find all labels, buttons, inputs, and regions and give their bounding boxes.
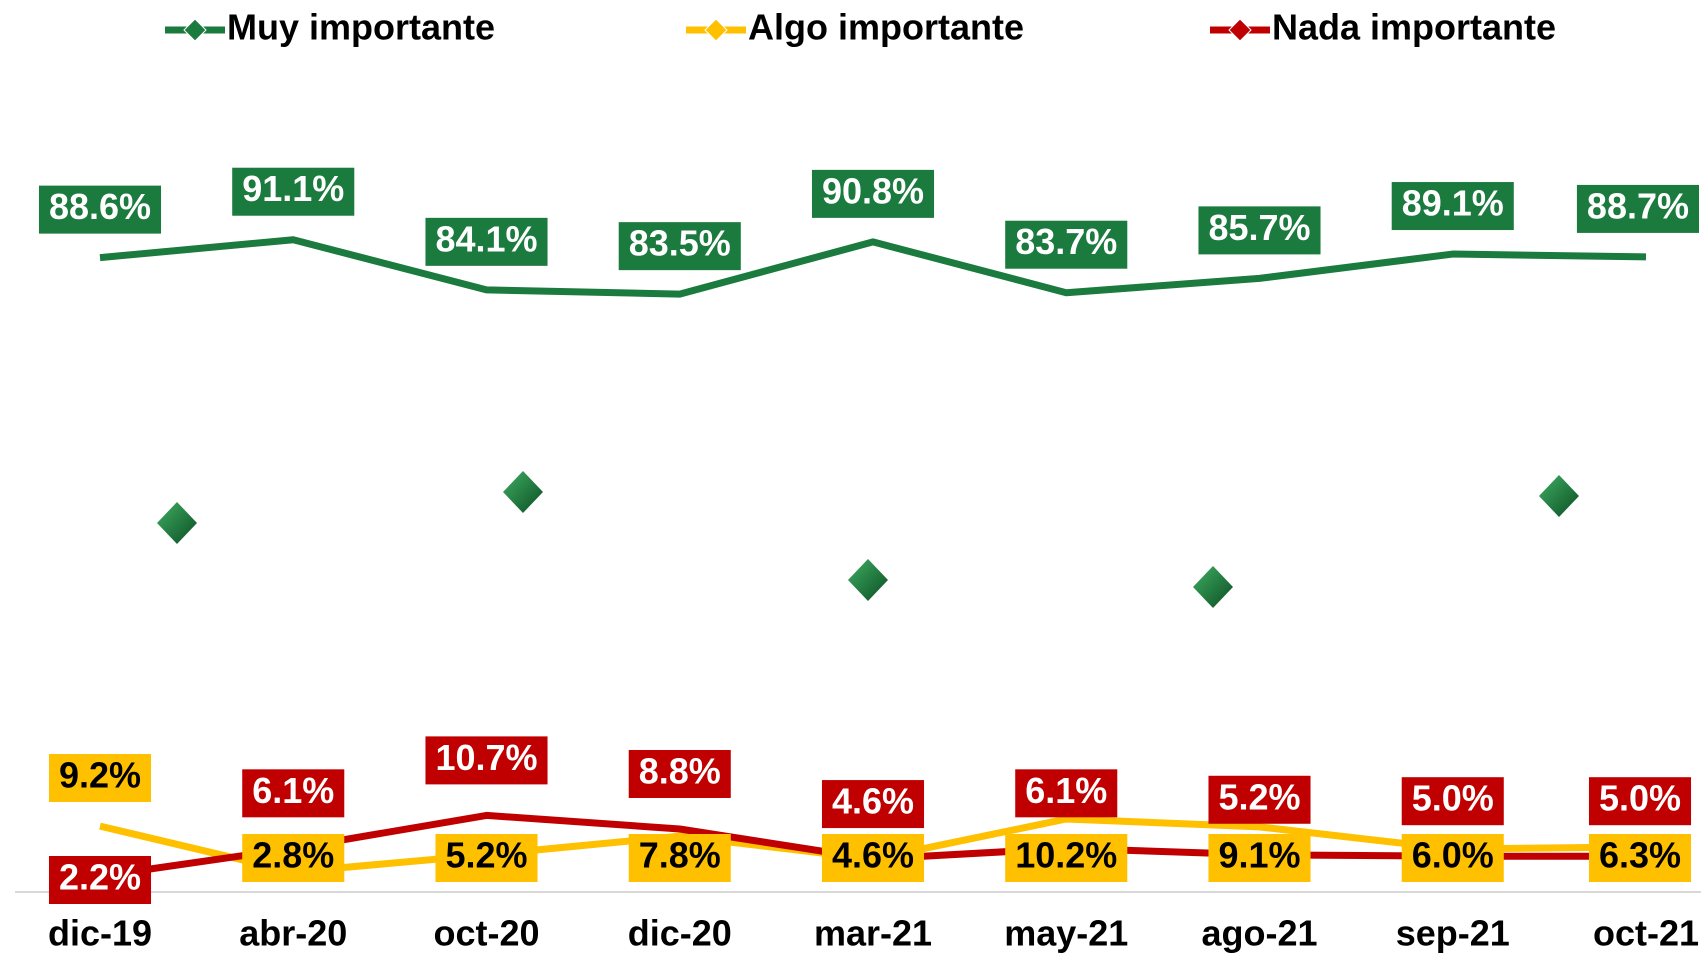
legend-label: Nada importante (1272, 7, 1556, 48)
label-text: 83.5% (629, 223, 731, 264)
label-box (425, 736, 548, 785)
label-text: 88.6% (49, 186, 151, 227)
label-box (628, 749, 731, 798)
data-label: 5.2% (435, 834, 538, 882)
label-text: 84.1% (435, 218, 537, 259)
label-text: 8.8% (639, 751, 721, 792)
data-label: 9.1% (1208, 834, 1311, 882)
data-label: 2.8% (242, 834, 345, 882)
data-label: 6.0% (1401, 834, 1504, 882)
label-box (232, 167, 355, 216)
label-box (48, 754, 152, 802)
label-text: 5.2% (1218, 776, 1300, 817)
data-label: 2.2% (48, 856, 152, 904)
data-label: 88.6% (38, 185, 162, 234)
label-box (618, 222, 741, 271)
label-box (435, 834, 538, 882)
data-label: 6.1% (242, 769, 345, 818)
legend-marker (1228, 18, 1252, 42)
series-line (99, 236, 1647, 298)
data-label: 83.7% (1005, 220, 1128, 269)
data-label: 7.8% (628, 834, 731, 882)
label-text: 85.7% (1208, 207, 1310, 248)
data-label: 8.8% (628, 749, 731, 798)
label-text: 6.1% (1025, 770, 1107, 811)
label-text: 9.2% (59, 755, 141, 796)
x-tick-label: sep-21 (1396, 913, 1510, 954)
label-box (1588, 834, 1692, 882)
data-label: 4.6% (821, 834, 925, 882)
data-label: 6.1% (1015, 769, 1118, 818)
x-tick-label: mar-21 (814, 913, 932, 954)
label-box (1015, 769, 1118, 818)
label-text: 10.7% (435, 737, 537, 778)
label-box (1401, 834, 1504, 882)
label-box (425, 217, 548, 266)
label-box (1208, 834, 1311, 882)
x-tick-label: oct-21 (1593, 913, 1699, 954)
legend-label: Muy importante (227, 7, 495, 48)
label-box (628, 834, 731, 882)
data-label: 5.0% (1401, 777, 1504, 826)
label-text: 6.0% (1412, 835, 1494, 876)
label-text: 4.6% (832, 781, 914, 822)
label-text: 5.0% (1599, 778, 1681, 819)
label-box (821, 834, 925, 882)
x-tick-label: abr-20 (239, 913, 347, 954)
stray-markers (157, 471, 1579, 608)
data-label: 10.2% (1005, 834, 1128, 882)
label-box (38, 185, 162, 234)
label-text: 2.2% (59, 857, 141, 898)
label-box (1588, 777, 1692, 826)
label-text: 5.0% (1412, 778, 1494, 819)
label-text: 89.1% (1402, 183, 1504, 224)
data-label: 4.6% (821, 780, 925, 829)
label-text: 6.3% (1599, 835, 1681, 876)
data-label: 88.7% (1576, 184, 1699, 233)
label-text: 91.1% (242, 168, 344, 209)
data-label: 5.2% (1208, 775, 1311, 824)
label-text: 88.7% (1587, 185, 1689, 226)
label-box (242, 769, 345, 818)
label-box (1401, 777, 1504, 826)
legend-marker (704, 18, 728, 42)
label-text: 5.2% (445, 835, 527, 876)
label-box (821, 780, 925, 829)
label-text: 9.1% (1218, 835, 1300, 876)
label-text: 10.2% (1015, 835, 1117, 876)
label-text: 90.8% (822, 170, 924, 211)
label-text: 2.8% (252, 835, 334, 876)
data-label: 91.1% (232, 167, 355, 216)
label-box (1576, 184, 1699, 233)
label-box (1208, 775, 1311, 824)
label-box (242, 834, 345, 882)
label-text: 7.8% (639, 835, 721, 876)
label-box (1005, 220, 1128, 269)
x-tick-label: ago-21 (1201, 913, 1317, 954)
data-label: 85.7% (1198, 206, 1321, 255)
x-tick-label: oct-20 (433, 913, 539, 954)
legend-label: Algo importante (748, 7, 1024, 48)
label-box (48, 856, 152, 904)
data-label: 9.2% (48, 754, 152, 802)
data-label: 6.3% (1588, 834, 1692, 882)
label-text: 83.7% (1015, 221, 1117, 262)
label-text: 6.1% (252, 770, 334, 811)
label-box (811, 169, 935, 218)
data-label: 90.8% (811, 169, 935, 218)
data-label: 84.1% (425, 217, 548, 266)
x-tick-label: dic-20 (628, 913, 732, 954)
label-box (1005, 834, 1128, 882)
label-box (1391, 182, 1514, 231)
data-label: 10.7% (425, 736, 548, 785)
legend-marker (183, 18, 207, 42)
data-label: 5.0% (1588, 777, 1692, 826)
label-text: 4.6% (832, 835, 914, 876)
x-tick-label: dic-19 (48, 913, 152, 954)
x-tick-label: may-21 (1004, 913, 1128, 954)
data-label: 89.1% (1391, 182, 1514, 231)
data-label: 83.5% (618, 222, 741, 271)
label-box (1198, 206, 1321, 255)
